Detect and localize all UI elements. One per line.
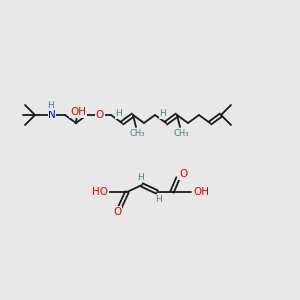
Text: OH: OH <box>70 107 86 117</box>
Text: H: H <box>154 196 161 205</box>
Text: OH: OH <box>193 187 209 197</box>
Text: H: H <box>138 172 144 182</box>
Text: H: H <box>160 110 167 118</box>
Text: H: H <box>116 110 122 118</box>
Text: O: O <box>179 169 187 179</box>
Text: O: O <box>96 110 104 120</box>
Text: CH₃: CH₃ <box>173 128 189 137</box>
Text: H: H <box>46 101 53 110</box>
Text: O: O <box>113 207 121 217</box>
Text: CH₃: CH₃ <box>129 128 145 137</box>
Text: HO: HO <box>92 187 108 197</box>
Text: N: N <box>48 110 56 120</box>
